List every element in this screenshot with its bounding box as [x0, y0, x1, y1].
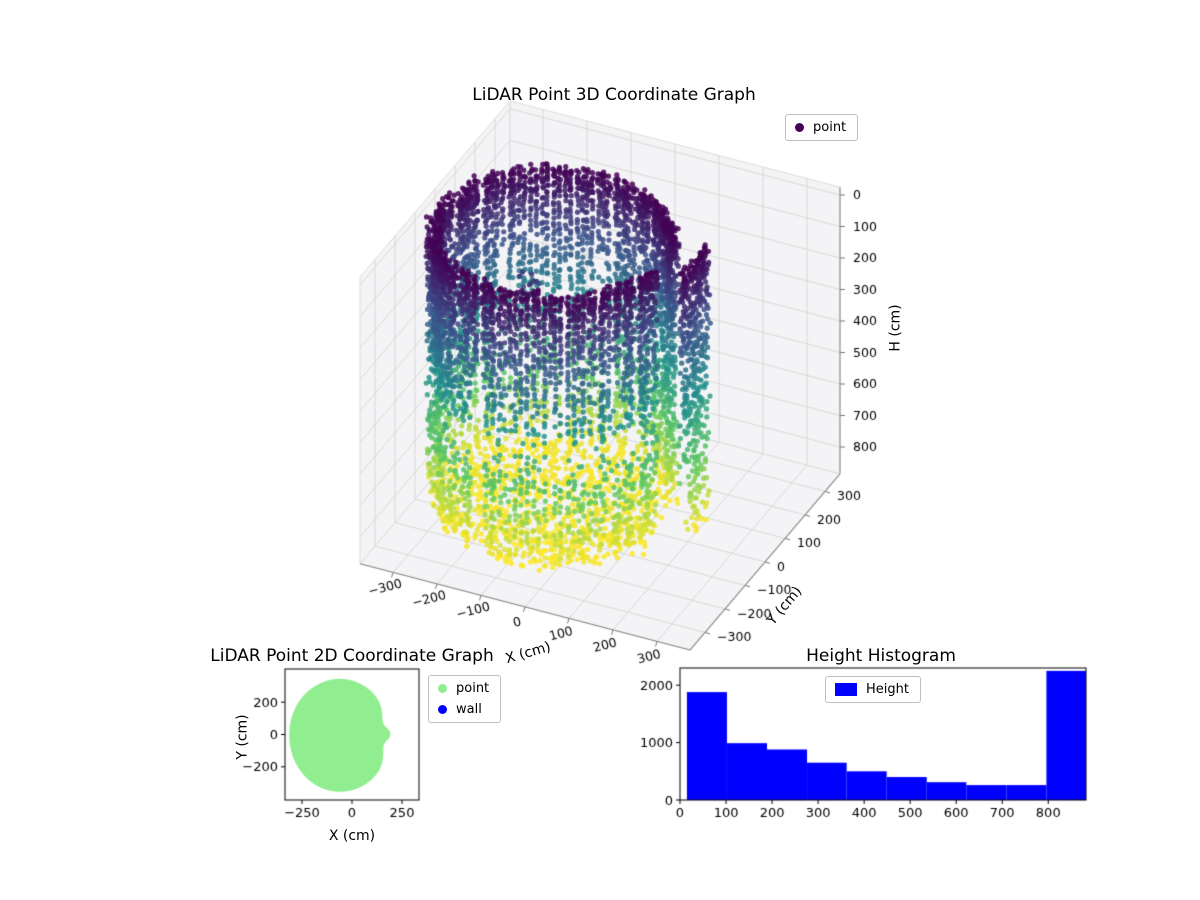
chart-3d-title: LiDAR Point 3D Coordinate Graph [472, 85, 756, 105]
legend-entry-Height: Height [835, 682, 909, 697]
chart-hist-title: Height Histogram [806, 646, 956, 666]
legend-entry-point: point [438, 681, 489, 696]
legend-label: wall [456, 702, 482, 717]
legend-marker-point [795, 123, 804, 132]
axis-label-2d-y: Y (cm) [234, 714, 251, 760]
legend-3d: point [785, 114, 859, 141]
axis-label-2d-x: X (cm) [328, 828, 376, 844]
chart-2d-title: LiDAR Point 2D Coordinate Graph [210, 646, 494, 666]
legend-histogram: Height [825, 676, 921, 703]
legend-entry-point: point [795, 120, 846, 135]
legend-marker-Height [835, 683, 857, 696]
legend-label: Height [866, 682, 909, 697]
axis-label-3d-h: H (cm) [887, 304, 904, 352]
legend-label: point [456, 681, 490, 696]
legend-label: point [813, 120, 847, 135]
legend-entry-wall: wall [438, 702, 489, 717]
legend-2d: point wall [428, 675, 502, 723]
legend-marker-wall [438, 705, 447, 714]
legend-marker-point [438, 684, 447, 693]
